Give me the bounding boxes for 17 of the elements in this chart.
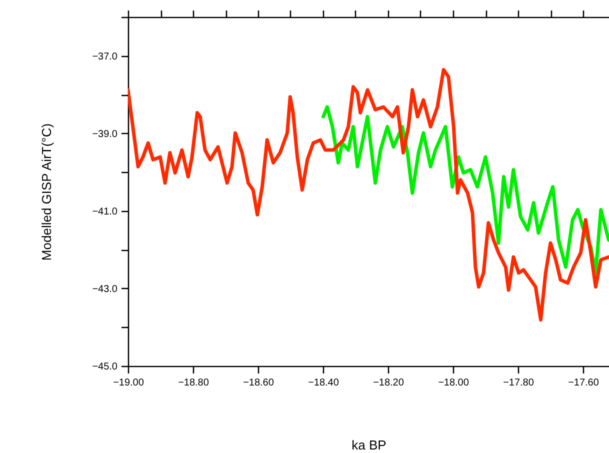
x-tick-label: −19.00	[113, 378, 144, 388]
line-series	[128, 68, 609, 322]
y-tick-label: −39.0	[92, 128, 118, 140]
x-tick-label: −18.40	[308, 378, 340, 388]
y-tick-label: −37.0	[92, 51, 118, 62]
line-series	[322, 105, 609, 275]
x-tick-label: −18.60	[243, 378, 274, 388]
y-axis-title: Modelled GISP AirT(°C)	[39, 123, 54, 261]
x-tick-label: −18.20	[373, 378, 404, 388]
y-tick-label: −41.0	[92, 206, 118, 218]
x-axis-title: ka BP	[352, 438, 386, 452]
x-tick-label: −17.80	[503, 378, 534, 388]
x-tick-label: −18.80	[178, 378, 210, 388]
x-tick-label: −18.00	[438, 378, 470, 388]
y-tick-label: −43.0	[92, 284, 118, 295]
y-tick-label: −45.0	[92, 362, 118, 372]
x-tick-label: −17.60	[568, 378, 600, 388]
